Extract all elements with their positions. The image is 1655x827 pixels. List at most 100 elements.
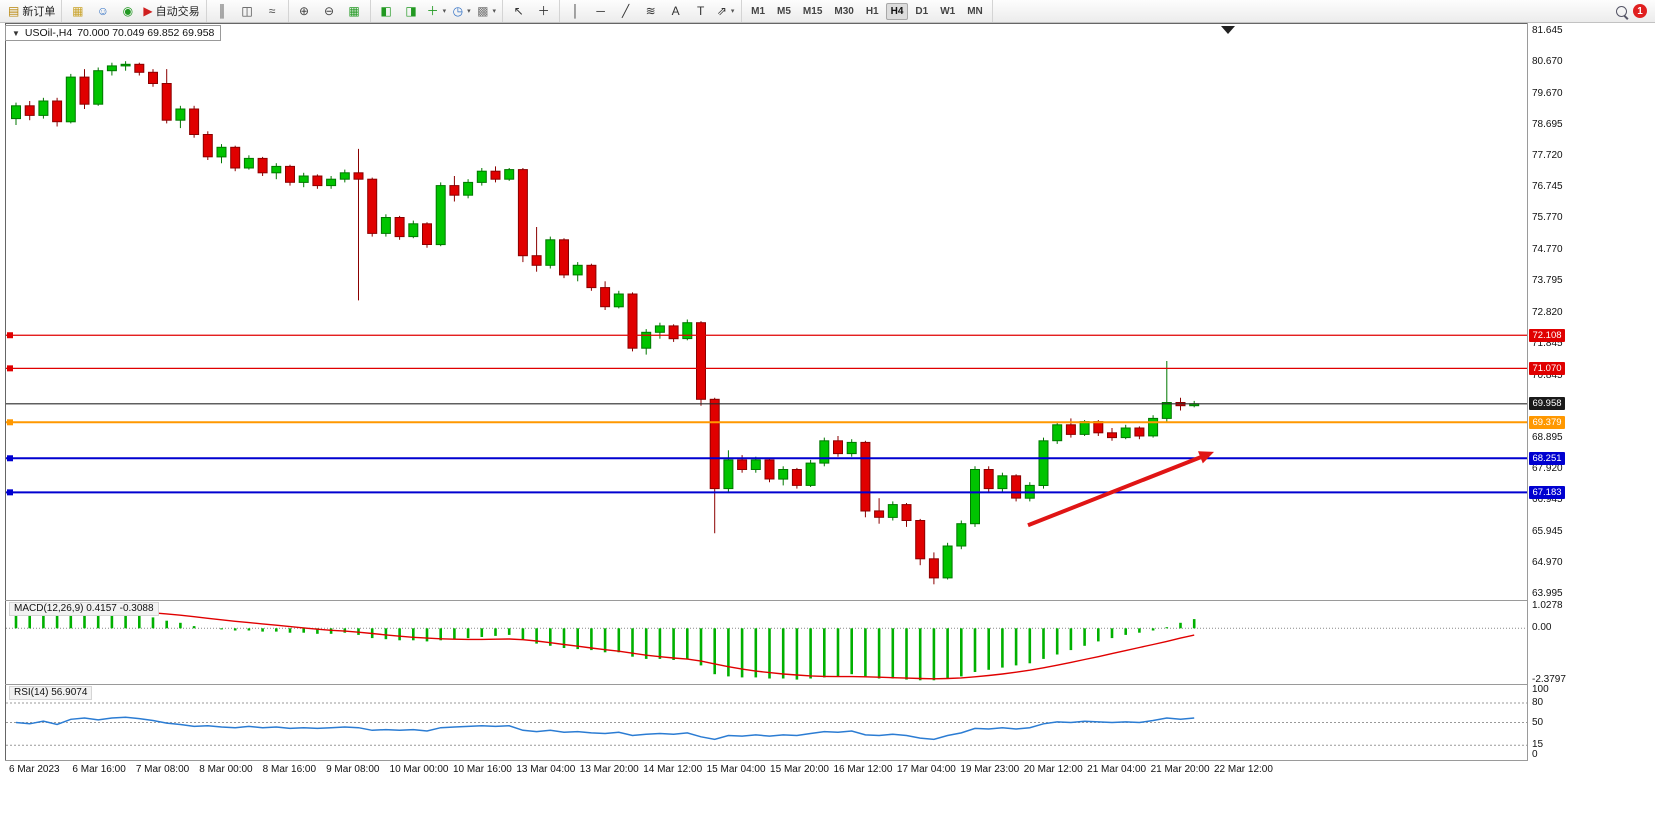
hline-anchor[interactable]: [7, 419, 13, 426]
fibonacci-tool-button[interactable]: ≋: [638, 1, 663, 22]
timeframe-h4-button[interactable]: H4: [885, 2, 909, 20]
candle-body: [367, 178, 378, 234]
cascade-windows-button[interactable]: ◧: [374, 1, 399, 22]
label-tool-button[interactable]: T: [688, 1, 713, 22]
date-label: 20 Mar 12:00: [1023, 764, 1083, 775]
horizontal-lines-layer[interactable]: [6, 332, 1527, 496]
search-icon[interactable]: [1616, 5, 1627, 17]
axis-tick-label: 73.795: [1532, 275, 1563, 287]
axis-tick-label: 74.770: [1532, 244, 1563, 256]
price-badge-68.251: 68.251: [1529, 451, 1565, 465]
chevron-down-icon[interactable]: ▾: [467, 8, 471, 15]
date-label: 8 Mar 00:00: [199, 764, 253, 775]
chart-area[interactable]: ▼ USOil-,H4 70.000 70.049 69.852 69.958 …: [0, 23, 1655, 781]
date-label: 21 Mar 20:00: [1150, 764, 1210, 775]
candle-body: [435, 185, 446, 246]
zoom-in-icon: ⊕: [299, 4, 310, 18]
horizontal-line-tool-button[interactable]: ─: [588, 1, 613, 22]
collapse-icon[interactable]: ▼: [12, 28, 20, 38]
vertical-line-tool-button[interactable]: │: [563, 1, 588, 22]
candle-body: [93, 70, 104, 105]
timeframe-m1-button[interactable]: M1: [751, 5, 766, 17]
data-window-button[interactable]: ◉: [115, 1, 140, 22]
timeframe-m30-button[interactable]: M30: [834, 5, 854, 17]
axis-tick-label: 68.895: [1532, 431, 1563, 443]
candle-body: [298, 175, 309, 183]
date-axis[interactable]: 6 Mar 2023 6 Mar 16:00 7 Mar 08:00 8 Mar 00…: [5, 760, 1528, 781]
arrows-tool-button[interactable]: ⇗ ▾: [713, 1, 738, 22]
chevron-down-icon[interactable]: ▾: [442, 8, 447, 15]
axis-tick-label: 64.970: [1532, 556, 1563, 568]
text-tool-button[interactable]: A: [663, 1, 688, 22]
main-price-chart[interactable]: [6, 23, 1527, 600]
price-axis-separator[interactable]: [1527, 23, 1528, 780]
templates-button[interactable]: ▩ ▾: [474, 1, 499, 22]
horizontal-line-tool-icon: ─: [596, 4, 605, 18]
macd-histogram: [14, 609, 1196, 681]
crosshair-icon: ＋: [537, 4, 550, 18]
candle-body: [1011, 475, 1022, 499]
tile-windows-button[interactable]: ▦: [342, 1, 367, 22]
notification-badge[interactable]: 1: [1633, 4, 1647, 18]
timeframe-m15-button[interactable]: M15: [802, 5, 823, 17]
macd-panel-separator[interactable]: [5, 600, 1528, 601]
chart-shift-marker[interactable]: [1221, 26, 1235, 34]
candle-body: [586, 264, 597, 289]
candle-body: [312, 175, 323, 187]
date-label: 21 Mar 04:00: [1087, 764, 1147, 775]
axis-tick-label: 0.00: [1532, 622, 1552, 634]
macd-indicator-panel[interactable]: [6, 601, 1527, 684]
label-tool-icon: T: [696, 4, 705, 18]
profiles-button[interactable]: ▦: [65, 1, 90, 22]
axis-tick-label: -2.3797: [1532, 674, 1566, 686]
candle-body: [654, 325, 665, 333]
trend-arrow[interactable]: [1027, 451, 1214, 528]
hline-anchor[interactable]: [7, 365, 13, 372]
timeframe-w1-button[interactable]: W1: [940, 5, 956, 17]
zoom-out-button[interactable]: ⊖: [317, 1, 342, 22]
auto-trading-icon: ▶: [143, 4, 153, 18]
periodicity-button[interactable]: ◷ ▾: [449, 1, 474, 22]
chevron-down-icon[interactable]: ▾: [730, 8, 735, 15]
bar-chart-button[interactable]: ║: [210, 1, 235, 22]
date-label: 15 Mar 20:00: [770, 764, 829, 775]
new-order-button[interactable]: ▤ 新订单: [5, 1, 58, 22]
market-watch-button[interactable]: ☺: [90, 1, 115, 22]
timeframe-h1-button[interactable]: H1: [865, 5, 879, 17]
candle-body: [490, 170, 501, 180]
axis-tick-label: 70.845: [1532, 369, 1563, 381]
bar-chart-icon: ║: [217, 4, 227, 18]
candle-body: [1161, 402, 1172, 419]
auto-trading-button[interactable]: ▶ 自动交易: [140, 1, 202, 22]
candle-body: [38, 100, 49, 116]
rsi-indicator-panel[interactable]: [6, 685, 1527, 760]
candle-body: [682, 322, 693, 340]
crosshair-button[interactable]: ＋: [531, 1, 556, 22]
hline-anchor[interactable]: [7, 455, 13, 462]
timeframe-mn-button[interactable]: MN: [967, 5, 983, 17]
cursor-button[interactable]: ↖: [506, 1, 531, 22]
candle-body: [230, 146, 241, 169]
chart-ohlc-header[interactable]: ▼ USOil-,H4 70.000 70.049 69.852 69.958: [5, 25, 222, 41]
candle-body: [120, 63, 131, 67]
zoom-in-button[interactable]: ⊕: [292, 1, 317, 22]
rsi-line: [15, 716, 1195, 741]
candlestick-chart-button[interactable]: ◫: [235, 1, 260, 22]
new-chart-button[interactable]: ＋ ▾: [424, 1, 450, 22]
hline-anchor[interactable]: [7, 332, 13, 339]
line-chart-button[interactable]: ≈: [260, 1, 285, 22]
arrange-windows-button[interactable]: ◨: [399, 1, 424, 22]
hline-anchor[interactable]: [7, 489, 13, 496]
chevron-down-icon[interactable]: ▾: [492, 8, 497, 15]
axis-tick-label: 15: [1532, 739, 1544, 751]
timeframe-m5-button[interactable]: M5: [777, 5, 791, 17]
price-badge-67.183: 67.183: [1529, 485, 1565, 499]
date-label: 7 Mar 08:00: [135, 764, 190, 775]
price-axis[interactable]: 81.645 80.670 79.670 78.695 77.720 76.745 75.7…: [1528, 23, 1655, 780]
candle-body: [901, 504, 912, 522]
auto-trading-label: 自动交易: [155, 6, 200, 18]
timeframe-d1-button[interactable]: D1: [915, 5, 929, 17]
rsi-panel-separator[interactable]: [5, 684, 1528, 685]
trendline-tool-button[interactable]: ╱: [613, 1, 638, 22]
toolbar-right: 1: [1616, 4, 1653, 18]
